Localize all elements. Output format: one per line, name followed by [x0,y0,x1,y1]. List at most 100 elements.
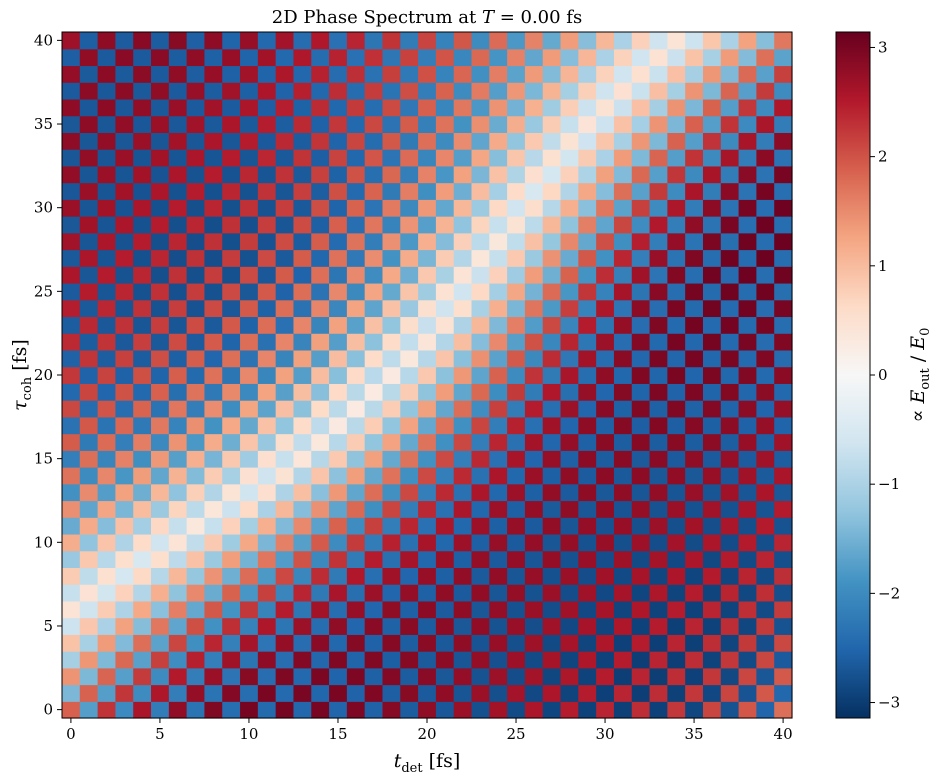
heatmap-cell [257,98,277,117]
heatmap-cell [471,216,490,234]
heatmap-cell [756,165,775,184]
heatmap-cell [329,584,348,602]
heatmap-cell [97,567,117,585]
heatmap-cell [507,299,526,318]
heatmap-cell [115,216,134,234]
x-tick-label: 40 [774,725,793,743]
heatmap-cell [738,533,757,552]
heatmap-cell [133,366,152,384]
heatmap-cell [97,483,117,502]
heatmap-cell [471,584,490,602]
heatmap-cell [186,132,206,150]
heatmap-cell [346,299,366,318]
heatmap-cell [186,349,206,368]
heatmap-cell [667,282,686,301]
heatmap-cell [471,366,490,384]
heatmap-cell [240,249,259,267]
heatmap-cell [346,115,366,133]
heatmap-cell [542,667,562,686]
heatmap-cell [667,617,686,635]
heatmap-cell [667,634,686,652]
colorbar-label-mid: / [907,350,929,368]
heatmap-cell [738,266,757,284]
heatmap-cell [293,400,312,418]
heatmap-cell [720,32,740,50]
heatmap-cell [578,517,597,535]
heatmap-cell [542,316,562,334]
heatmap-cell [435,651,455,669]
heatmap-cell [186,567,206,585]
heatmap-cell [151,115,170,133]
heatmap-cell [631,433,651,451]
heatmap-cell [79,450,99,468]
heatmap-cell [702,517,722,535]
heatmap-cell [524,48,544,67]
heatmap-cell [631,65,651,83]
heatmap-cell [489,584,508,602]
heatmap-cell [631,416,651,435]
heatmap-cell [168,266,188,284]
heatmap-cell [329,684,348,702]
heatmap-cell [186,316,206,334]
heatmap-cell [702,467,722,485]
heatmap-cell [613,416,633,435]
heatmap-cell [524,115,544,133]
heatmap-cell [329,282,348,301]
heatmap-cell [382,249,401,267]
heatmap-cell [168,299,188,318]
heatmap-cell [364,149,384,167]
heatmap-cell [471,567,490,585]
heatmap-cell [667,584,686,602]
heatmap-cell [435,349,455,368]
heatmap-cell [738,550,757,569]
heatmap-cell [257,232,277,251]
heatmap-cell [115,199,134,217]
heatmap-cell [720,667,740,686]
heatmap-cell [364,266,384,284]
heatmap-cell [151,282,170,301]
heatmap-cell [774,249,793,267]
colorbar-label: ∝ Eout / E0 [907,328,933,423]
heatmap-cell [222,483,241,502]
heatmap-cell [311,282,330,301]
heatmap-cell [667,333,686,351]
heatmap-cell [524,500,544,518]
x-tick-label: 30 [596,725,615,743]
heatmap-cell [489,366,508,384]
heatmap-cell [667,149,686,167]
heatmap-cell [471,600,490,619]
heatmap-cell [346,65,366,83]
heatmap-cell [702,199,722,217]
heatmap-cell [275,416,295,435]
heatmap-cell [240,467,259,485]
heatmap-cell [97,182,117,200]
heatmap-cell [631,299,651,318]
heatmap-cell [453,550,473,569]
heatmap-cell [293,349,312,368]
heatmap-cell [364,32,384,50]
heatmap-cell [364,115,384,133]
heatmap-cell [613,550,633,569]
heatmap-cell [720,98,740,117]
heatmap-cell [649,684,668,702]
heatmap-cell [186,400,206,418]
heatmap-cell [364,600,384,619]
heatmap-cell [364,567,384,585]
heatmap-cell [596,684,615,702]
heatmap-cell [489,266,508,284]
heatmap-cell [346,667,366,686]
heatmap-cell [578,667,597,686]
heatmap-cell [613,500,633,518]
heatmap-cell [524,533,544,552]
heatmap-cell [168,316,188,334]
heatmap-cell [453,98,473,117]
heatmap-cell [774,684,793,702]
heatmap-cell [240,433,259,451]
heatmap-cell [685,433,704,451]
heatmap-cell [489,667,508,686]
heatmap-cell [400,98,419,117]
heatmap-cell [756,433,775,451]
heatmap-cell [204,249,223,267]
heatmap-cell [293,550,312,569]
